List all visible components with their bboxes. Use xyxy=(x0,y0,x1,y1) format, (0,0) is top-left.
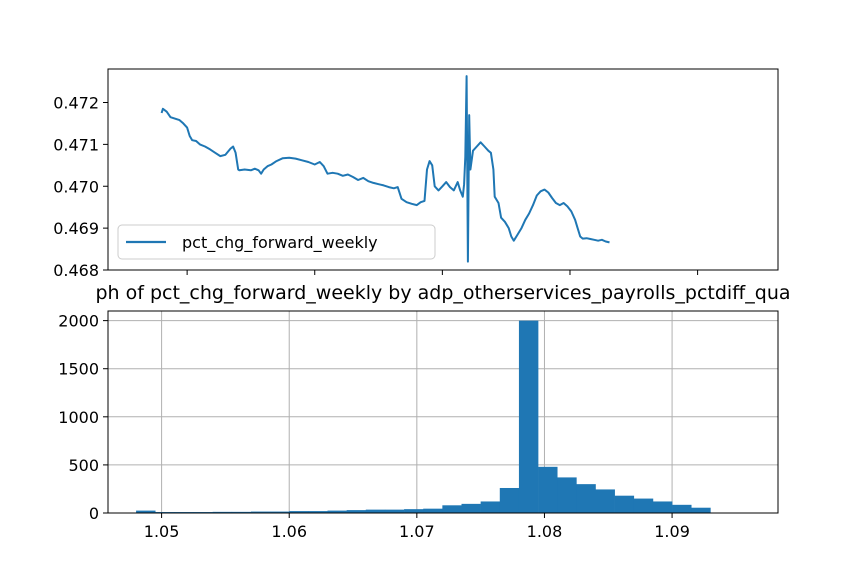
y-tick-label: 2000 xyxy=(58,312,99,331)
x-tick-label: 1.05 xyxy=(144,522,180,541)
plot-frame xyxy=(107,310,779,514)
plot-frame xyxy=(107,68,779,271)
x-tick-label: 1.07 xyxy=(399,522,435,541)
histogram-bar xyxy=(480,501,501,513)
histogram-bar xyxy=(289,511,309,513)
y-tick-label: 0.470 xyxy=(53,177,99,196)
histogram-bar xyxy=(595,489,615,513)
y-tick-label: 0 xyxy=(89,504,99,523)
histogram-bar xyxy=(614,495,635,513)
histogram-bar xyxy=(576,484,596,513)
x-tick-label: 1.08 xyxy=(527,522,563,541)
y-tick-label: 0.469 xyxy=(53,219,99,238)
histogram-bar xyxy=(538,466,558,513)
x-tick-label: 1.09 xyxy=(654,522,690,541)
histogram-bar xyxy=(557,477,577,513)
line-chart: 0.468 0.469 0.470 0.471 0.472 pct_chg_forwar… xyxy=(53,68,779,280)
histogram-chart: 1.05 1.06 1.07 1.08 1.09 0 500 1000 1500 2000 xyxy=(58,310,779,541)
histogram-bar xyxy=(652,501,673,513)
histogram-bar xyxy=(231,511,252,513)
histogram-bar xyxy=(250,511,271,513)
histogram-bar xyxy=(136,510,156,513)
histogram-bar xyxy=(461,503,481,513)
y-tick-label: 0.471 xyxy=(53,135,99,154)
histogram-bar xyxy=(404,509,424,513)
histogram-bar xyxy=(518,320,539,513)
histogram-bar xyxy=(384,509,405,513)
histogram-bar xyxy=(691,507,711,513)
y-tick-label: 1500 xyxy=(58,360,99,379)
histogram-bar xyxy=(499,487,520,513)
histogram-title: ph of pct_chg_forward_weekly by adp_othe… xyxy=(95,282,790,304)
series-line xyxy=(160,75,610,263)
histogram-bar xyxy=(365,509,386,513)
histogram-bar xyxy=(308,511,328,513)
histogram-bar xyxy=(633,498,654,513)
legend-label: pct_chg_forward_weekly xyxy=(182,233,378,253)
y-tick-label: 500 xyxy=(68,456,99,475)
histogram-bar xyxy=(672,504,692,513)
y-tick-label: 0.472 xyxy=(53,94,99,113)
x-tick-label: 1.06 xyxy=(271,522,307,541)
y-tick-label: 1000 xyxy=(58,408,99,427)
histogram-bar xyxy=(346,510,367,513)
y-tick-label: 0.468 xyxy=(53,261,99,280)
legend-box xyxy=(117,224,436,260)
histogram-bar xyxy=(212,511,233,513)
histogram-bar xyxy=(270,511,290,513)
line-legend: pct_chg_forward_weekly xyxy=(117,224,436,260)
histogram-bar xyxy=(423,508,443,513)
histogram-bar xyxy=(442,505,462,513)
histogram-bar xyxy=(327,510,347,513)
